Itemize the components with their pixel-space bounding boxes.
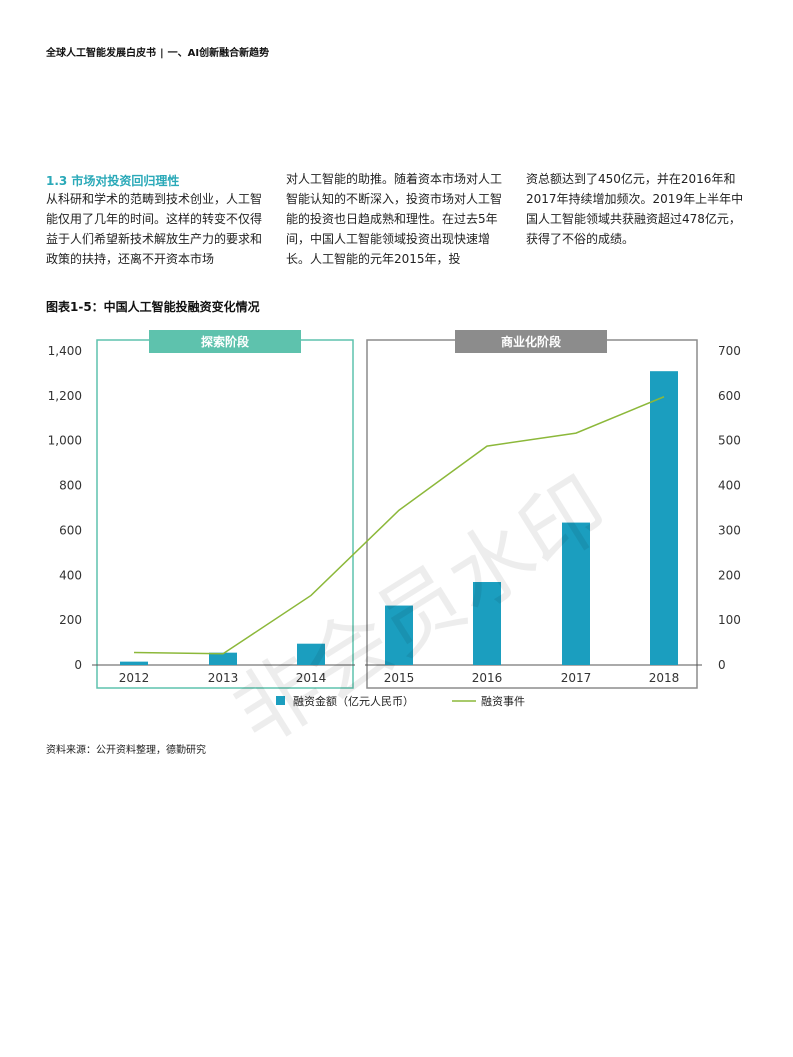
phase-label-bg-1 bbox=[149, 330, 301, 353]
bar-2012 bbox=[120, 661, 148, 665]
y-right-tick-label: 700 bbox=[718, 344, 741, 358]
figure-source: 资料来源：公开资料整理，德勤研究 bbox=[46, 745, 206, 756]
y-left-tick-label: 400 bbox=[59, 568, 82, 582]
bar-2014 bbox=[297, 643, 325, 665]
y-right-tick-label: 200 bbox=[718, 568, 741, 582]
bar-2018 bbox=[650, 371, 678, 665]
y-left-tick-label: 0 bbox=[74, 658, 82, 672]
bar-2015 bbox=[385, 605, 413, 665]
y-right-tick-label: 400 bbox=[718, 479, 741, 493]
y-right-tick-label: 300 bbox=[718, 523, 741, 537]
y-left-tick-label: 800 bbox=[59, 479, 82, 493]
phase-box-1 bbox=[96, 339, 354, 689]
y-left-tick-label: 200 bbox=[59, 613, 82, 627]
y-left-tick-label: 1,200 bbox=[48, 389, 82, 403]
y-right-tick-label: 500 bbox=[718, 434, 741, 448]
section-title: 1.3 市场对投资回归理性 bbox=[46, 174, 180, 188]
legend-label-line: 融资事件 bbox=[481, 695, 525, 708]
phase-box-2 bbox=[366, 339, 698, 689]
bar-2017 bbox=[562, 522, 590, 665]
y-left-tick-label: 600 bbox=[59, 523, 82, 537]
x-tick-label: 2014 bbox=[296, 671, 327, 685]
x-tick-label: 2017 bbox=[561, 671, 592, 685]
bar-2013 bbox=[209, 652, 237, 665]
header-separator: | bbox=[160, 48, 164, 59]
text-column-3: 资总额达到了450亿元，并在2016年和2017年持续增加频次。2019年上半年… bbox=[526, 172, 744, 246]
legend-swatch-bar bbox=[276, 696, 285, 705]
x-tick-label: 2018 bbox=[649, 671, 680, 685]
x-tick-label: 2015 bbox=[384, 671, 415, 685]
x-tick-label: 2016 bbox=[472, 671, 503, 685]
y-left-tick-label: 1,400 bbox=[48, 344, 82, 358]
line-series-events bbox=[133, 396, 665, 655]
phase-label-2: 商业化阶段 bbox=[501, 334, 562, 349]
chapter-title: 一、AI创新融合新趋势 bbox=[167, 48, 270, 59]
bar-2016 bbox=[473, 582, 501, 665]
x-tick-label: 2013 bbox=[208, 671, 239, 685]
investment-chart: 探索阶段 商业化阶段 0 200 400 600 800 1,000 1,200 1,400 0 10… bbox=[48, 330, 741, 708]
legend-label-bar: 融资金额（亿元人民币） bbox=[293, 694, 414, 708]
page-header: 全球人工智能发展白皮书 | 一、AI创新融合新趋势 bbox=[46, 44, 269, 59]
y-right-tick-label: 100 bbox=[718, 613, 741, 627]
phase-label-bg-2 bbox=[455, 330, 607, 353]
figure-title: 图表1-5：中国人工智能投融资变化情况 bbox=[46, 300, 260, 314]
chart-container: 探索阶段 商业化阶段 0 200 400 600 800 1,000 1,200 1,400 0 10… bbox=[0, 320, 793, 740]
y-left-tick-label: 1,000 bbox=[48, 434, 82, 448]
text-column-2: 对人工智能的助推。随着资本市场对人工智能认知的不断深入，投资市场对人工智能的投资… bbox=[286, 172, 503, 266]
text-column-1: 从科研和学术的范畴到技术创业，人工智能仅用了几年的时间。这样的转变不仅得益于人们… bbox=[46, 192, 263, 266]
document-title: 全球人工智能发展白皮书 bbox=[46, 48, 156, 59]
y-right-tick-label: 0 bbox=[718, 658, 726, 672]
phase-label-1: 探索阶段 bbox=[201, 334, 250, 349]
y-right-tick-label: 600 bbox=[718, 389, 741, 403]
x-tick-label: 2012 bbox=[119, 671, 150, 685]
